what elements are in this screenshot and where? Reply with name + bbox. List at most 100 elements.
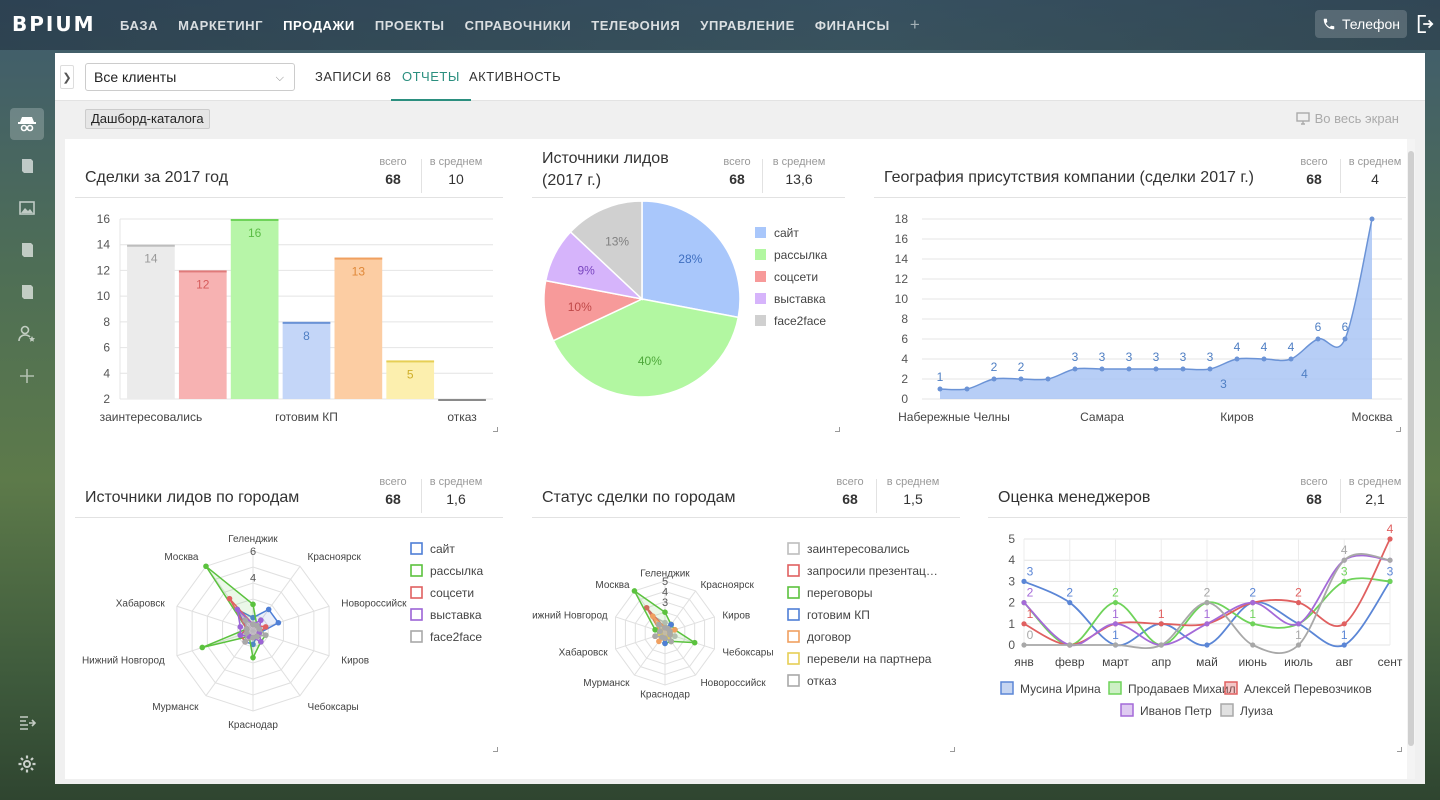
point-label: 2	[1018, 360, 1025, 374]
point-label: 6	[1315, 320, 1322, 334]
fullscreen-button[interactable]: Во весь экран	[1295, 111, 1399, 126]
legend-swatch	[1120, 703, 1134, 717]
scrollbar-thumb[interactable]	[1408, 151, 1414, 746]
resize-handle[interactable]	[1396, 427, 1401, 432]
tab-reports[interactable]: ОТЧЕТЫ	[391, 53, 471, 101]
legend-label: рассылка	[774, 248, 827, 262]
radar-data-point	[203, 563, 209, 570]
radar-data-point	[242, 617, 248, 624]
vertical-scrollbar[interactable]	[1407, 139, 1415, 779]
nav-item-7[interactable]: ФИНАНСЫ	[814, 17, 890, 33]
slice-label: 13%	[605, 234, 629, 248]
data-point	[1153, 366, 1159, 372]
radar-data-point	[199, 644, 206, 651]
app-logo[interactable]: BPIUM	[12, 12, 96, 36]
data-point	[1315, 336, 1321, 342]
legend-swatch	[787, 652, 800, 665]
y-tick-label: 6	[103, 341, 110, 355]
x-tick-label: янв	[1014, 655, 1034, 669]
radar-data-point	[265, 606, 272, 613]
resize-handle[interactable]	[950, 747, 955, 752]
bar-top-edge	[282, 321, 331, 324]
book-icon[interactable]	[14, 153, 40, 179]
tab-activity[interactable]: АКТИВНОСТЬ	[469, 69, 562, 84]
average-value: 10	[448, 171, 464, 187]
average-stat: в среднем 1,6	[423, 476, 489, 507]
point-label: 1	[1295, 628, 1302, 642]
y-tick-label: 2	[1008, 596, 1015, 610]
point-label: 1	[1249, 607, 1256, 621]
data-point	[1204, 642, 1210, 648]
x-tick-label: май	[1196, 655, 1218, 669]
resize-handle[interactable]	[493, 427, 498, 432]
legend-swatch	[410, 586, 423, 599]
resize-handle[interactable]	[1397, 747, 1402, 752]
legend-label: готовим КП	[807, 608, 870, 622]
nav-item-3[interactable]: ПРОЕКТЫ	[374, 17, 445, 33]
book-icon[interactable]	[14, 237, 40, 263]
plus-icon[interactable]	[14, 363, 40, 389]
radar-data-point	[262, 632, 269, 638]
resize-handle[interactable]	[835, 427, 840, 432]
nav-item-6[interactable]: УПРАВЛЕНИЕ	[700, 17, 795, 33]
divider	[532, 517, 960, 518]
nav-item-0[interactable]: БАЗА	[120, 17, 159, 33]
legend-swatch	[787, 630, 800, 643]
point-label: 3	[1207, 350, 1214, 364]
dashboard-selector[interactable]: Дашборд-каталога	[85, 109, 210, 129]
spy-agent-icon[interactable]	[14, 111, 40, 137]
main-nav: БАЗА МАРКЕТИНГ ПРОДАЖИ ПРОЕКТЫ СПРАВОЧНИКИ ТЕ…	[110, 0, 930, 50]
phone-button[interactable]: Телефон	[1315, 10, 1407, 38]
point-label: 3	[1220, 377, 1227, 391]
radar-axis-label: Мурманск	[583, 678, 630, 689]
radar-data-point	[258, 638, 264, 645]
nav-item-4[interactable]: СПРАВОЧНИКИ	[464, 17, 572, 33]
legend-swatch	[787, 586, 800, 599]
logout-icon[interactable]	[1416, 14, 1434, 34]
nav-item-5[interactable]: ТЕЛЕФОНИЯ	[591, 17, 681, 33]
legend-label: отказ	[807, 674, 837, 688]
gear-icon[interactable]	[14, 751, 40, 777]
slice-label: 10%	[568, 300, 592, 314]
nav-item-1[interactable]: МАРКЕТИНГ	[178, 17, 264, 33]
x-tick-label: июнь	[1238, 655, 1267, 669]
total-stat: всего 68	[1284, 156, 1344, 187]
radar-data-point	[672, 633, 678, 640]
image-icon[interactable]	[14, 195, 40, 221]
radar-tick-label: 5	[662, 576, 668, 588]
tab-records[interactable]: ЗАПИСИ 68	[315, 69, 392, 84]
client-filter-select[interactable]: Все клиенты ⌵	[85, 63, 295, 91]
divider	[75, 197, 503, 198]
expand-sidebar-button[interactable]: ❯	[60, 65, 74, 89]
export-icon[interactable]	[14, 710, 40, 736]
data-point	[1250, 600, 1256, 606]
data-point	[1158, 621, 1164, 627]
radar-data-point	[656, 638, 662, 645]
point-label: 1	[1027, 607, 1034, 621]
phone-button-label: Телефон	[1341, 16, 1401, 32]
resize-handle[interactable]	[493, 747, 498, 752]
pie-slice	[569, 200, 643, 301]
y-tick-label: 8	[901, 312, 908, 326]
point-label: 3	[1027, 564, 1034, 578]
data-point	[1250, 642, 1256, 648]
nav-item-2[interactable]: ПРОДАЖИ	[283, 17, 355, 33]
radar-data-point	[652, 626, 658, 633]
divider	[1340, 159, 1341, 193]
add-section-button[interactable]: +	[909, 15, 921, 34]
pie-slice	[641, 200, 741, 319]
radar-data-point	[243, 630, 250, 636]
radar-data-point	[672, 626, 678, 633]
radar-axis-label: Красноярск	[308, 552, 362, 563]
y-tick-label: 10	[97, 289, 111, 303]
book-icon[interactable]	[14, 279, 40, 305]
radar-axis-label: Киров	[722, 610, 750, 621]
average-stat: в среднем 1,5	[878, 476, 948, 507]
bar-value-label: 5	[407, 367, 414, 381]
user-star-icon[interactable]	[14, 321, 40, 347]
radar-data-point	[275, 619, 282, 626]
data-point	[1341, 578, 1347, 584]
bar-top-edge	[386, 360, 435, 363]
legend-swatch	[410, 564, 423, 577]
